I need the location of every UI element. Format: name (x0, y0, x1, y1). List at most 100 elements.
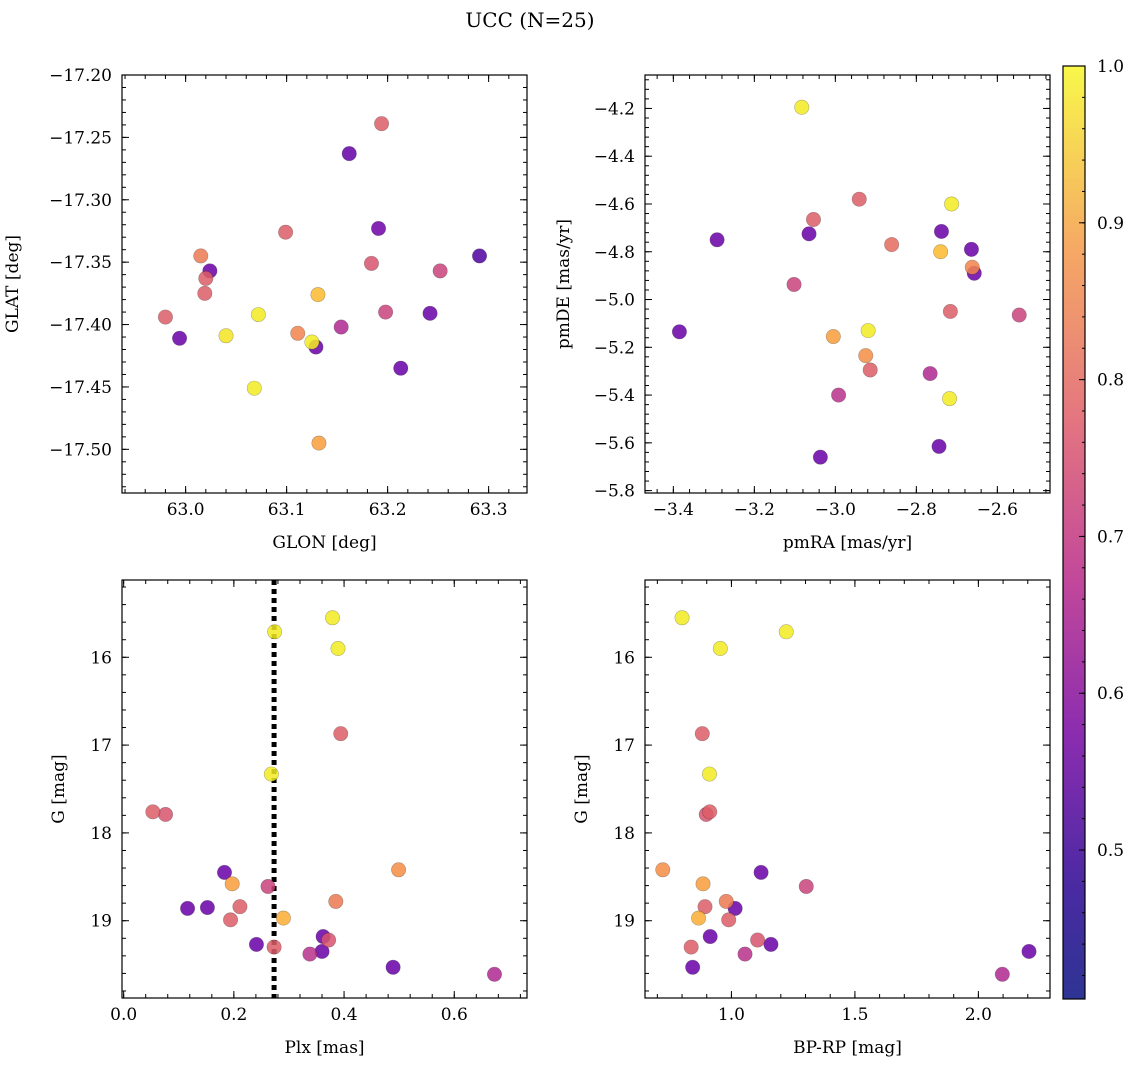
data-point (1011, 307, 1027, 323)
data-point (363, 255, 379, 271)
data-point (753, 864, 769, 880)
colorbar-frame (1062, 65, 1086, 1000)
data-point (158, 806, 174, 822)
data-point (145, 804, 161, 820)
data-point (922, 366, 938, 382)
colorbar-tick-label: 0.9 (1097, 214, 1124, 234)
data-point (371, 220, 387, 236)
axes-frame (644, 74, 1051, 494)
data-point (825, 329, 841, 345)
colorbar-tick-label: 1.0 (1097, 57, 1124, 77)
data-point (798, 878, 814, 894)
y-tick-label: −4.4 (594, 147, 635, 167)
y-tick-label: −4.6 (594, 195, 635, 215)
data-point (199, 900, 215, 916)
data-point (786, 276, 802, 292)
y-tick-label: −17.35 (49, 253, 112, 273)
y-tick-label: −5.0 (594, 291, 635, 311)
data-point (702, 804, 718, 820)
data-point (223, 912, 239, 928)
data-point (737, 946, 753, 962)
data-point (695, 876, 711, 892)
y-tick-label: −4.8 (594, 243, 635, 263)
data-point (321, 932, 337, 948)
y-tick-label: −17.50 (49, 440, 112, 460)
data-point (304, 334, 320, 350)
panel-p3: 0.0 0.2 0.4 0.6 16 17 18 19 Plx [mas] G [mag] (49, 579, 528, 1058)
data-point (324, 610, 340, 626)
y-tick-label: −17.40 (49, 316, 112, 336)
data-point (674, 610, 690, 626)
data-point (275, 910, 291, 926)
data-point (432, 263, 448, 279)
data-point (193, 248, 209, 264)
y-tick-label: −5.6 (594, 434, 635, 454)
data-point (884, 237, 900, 253)
data-point (266, 939, 282, 955)
colorbar-tick-label: 0.8 (1097, 371, 1124, 391)
data-point (172, 330, 188, 346)
data-point (778, 624, 794, 640)
data-point (794, 99, 810, 115)
y-tick-label: −17.20 (49, 66, 112, 86)
data-point (328, 893, 344, 909)
data-point (801, 226, 817, 242)
y-axis-label: pmDE [mas/yr] (554, 219, 574, 349)
y-axis-label: G [mag] (572, 754, 592, 823)
y-tick-label: −5.8 (594, 482, 635, 502)
x-tick-label: 1.5 (841, 1005, 868, 1025)
data-point (942, 303, 958, 319)
y-tick-label: −17.25 (49, 128, 112, 148)
x-axis-label: Plx [mas] (284, 1038, 364, 1058)
data-point (712, 640, 728, 656)
data-point (250, 307, 266, 323)
data-point (655, 862, 671, 878)
panel-p1: 63.0 63.1 63.2 63.3 −17.20 −17.25 −17.30 −17.35… (3, 66, 528, 553)
data-point (694, 726, 710, 742)
data-point (310, 287, 326, 303)
panel-p2: −3.4 −3.2 −3.0 −2.8 −2.6 −4.2 −4.4 −4.6 −4.8 −5.0… (554, 74, 1051, 553)
y-tick-label: 16 (90, 648, 112, 668)
data-point (333, 319, 349, 335)
data-point (671, 324, 687, 340)
data-point (812, 449, 828, 465)
x-tick-label: −3.2 (734, 500, 775, 520)
data-point (157, 309, 173, 325)
y-tick-label: 19 (90, 912, 112, 932)
x-tick-label: 2.0 (965, 1005, 992, 1025)
data-point (702, 929, 718, 945)
data-point (701, 766, 717, 782)
y-tick-label: 18 (613, 824, 635, 844)
x-tick-label: 63.0 (167, 500, 205, 520)
data-point (267, 624, 283, 640)
y-tick-label: 16 (613, 648, 635, 668)
data-point (718, 893, 734, 909)
data-point (374, 116, 390, 132)
data-point (963, 241, 979, 257)
data-point (393, 360, 409, 376)
data-point (311, 435, 327, 451)
x-tick-label: −2.6 (977, 500, 1018, 520)
axes-frame (121, 74, 528, 494)
data-point (278, 224, 294, 240)
data-point (246, 380, 262, 396)
y-tick-label: 17 (90, 736, 112, 756)
data-point (763, 936, 779, 952)
x-axis-label: pmRA [mas/yr] (783, 533, 912, 553)
data-point (422, 305, 438, 321)
data-point (933, 223, 949, 239)
data-point (391, 862, 407, 878)
data-point (260, 878, 276, 894)
x-axis-label: GLON [deg] (272, 533, 376, 553)
data-point (378, 304, 394, 320)
x-tick-label: 63.1 (268, 500, 306, 520)
x-tick-label: −2.8 (896, 500, 937, 520)
data-point (232, 899, 248, 915)
x-tick-label: 0.2 (220, 1005, 247, 1025)
y-tick-label: −5.4 (594, 386, 635, 406)
data-point (858, 348, 874, 364)
data-point (198, 270, 214, 286)
colorbar-gradient (1063, 66, 1085, 999)
data-point (942, 391, 958, 407)
